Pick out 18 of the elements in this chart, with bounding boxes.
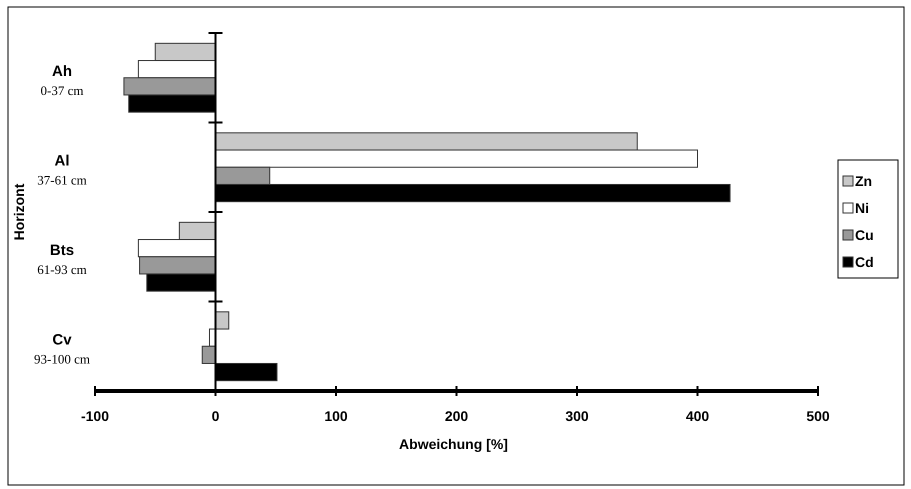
x-tick-label: 500 [806,408,830,424]
x-tick-label: 100 [324,408,348,424]
x-tick-label: 400 [686,408,710,424]
y-tick-label: Bts 61-93 cm [37,242,87,277]
legend-label: Cd [855,254,874,270]
y-tick-label: Ah 0-37 cm [40,62,84,98]
legend-label: Zn [855,173,872,189]
legend-label: Ni [855,200,869,216]
x-tick-label: 200 [444,408,468,424]
bar [215,311,230,330]
y-tick-label: Cv 93-100 cm [34,331,90,366]
legend-label: Cu [855,227,874,243]
y-axis-title: Horizont [11,183,27,240]
x-tick-label: -100 [80,408,110,424]
x-axis-title: Abweichung [%] [399,436,508,452]
y-tick-label: Al 37-61 cm [37,152,87,188]
x-tick-label: 300 [565,408,589,424]
x-tick-label: 0 [212,408,220,424]
